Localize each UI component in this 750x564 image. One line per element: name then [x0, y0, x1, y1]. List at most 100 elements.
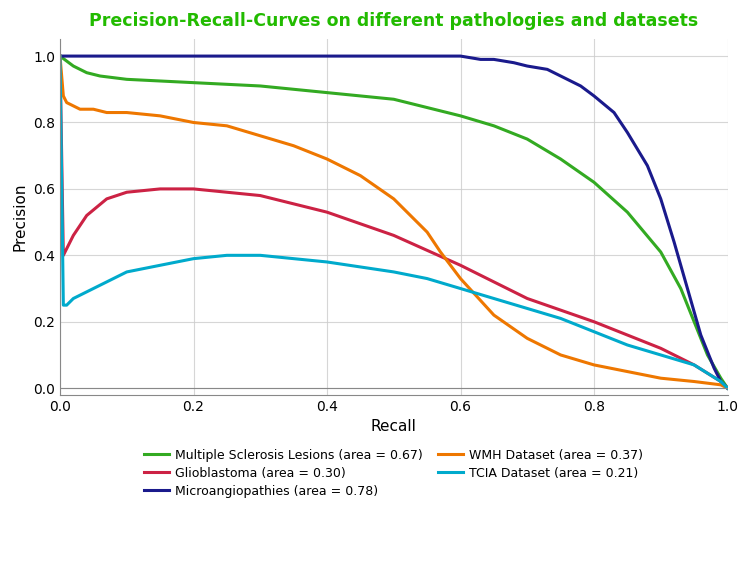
- WMH Dataset (area = 0.37): [523, 335, 532, 342]
- WMH Dataset (area = 0.37): [489, 312, 498, 319]
- TCIA Dataset (area = 0.21): [65, 298, 74, 305]
- Multiple Sclerosis Lesions (area = 0.67): [69, 63, 78, 69]
- WMH Dataset (area = 0.37): [69, 103, 78, 109]
- Glioblastoma (area = 0.30): [523, 295, 532, 302]
- Glioblastoma (area = 0.30): [716, 378, 725, 385]
- Glioblastoma (area = 0.30): [82, 212, 92, 219]
- Multiple Sclerosis Lesions (area = 0.67): [122, 76, 131, 83]
- TCIA Dataset (area = 0.21): [716, 378, 725, 385]
- Multiple Sclerosis Lesions (area = 0.67): [723, 385, 732, 391]
- Microangiopathies (area = 0.78): [543, 66, 552, 73]
- WMH Dataset (area = 0.37): [290, 142, 298, 149]
- Glioblastoma (area = 0.30): [62, 245, 71, 252]
- TCIA Dataset (area = 0.21): [723, 385, 732, 391]
- TCIA Dataset (area = 0.21): [690, 362, 699, 368]
- Y-axis label: Precision: Precision: [13, 183, 28, 252]
- WMH Dataset (area = 0.37): [222, 122, 231, 129]
- Glioblastoma (area = 0.30): [322, 209, 332, 215]
- WMH Dataset (area = 0.37): [622, 368, 632, 375]
- TCIA Dataset (area = 0.21): [590, 328, 598, 335]
- WMH Dataset (area = 0.37): [436, 249, 445, 255]
- Glioblastoma (area = 0.30): [456, 262, 465, 268]
- WMH Dataset (area = 0.37): [723, 385, 732, 391]
- WMH Dataset (area = 0.37): [716, 381, 725, 388]
- Glioblastoma (area = 0.30): [590, 318, 598, 325]
- TCIA Dataset (area = 0.21): [322, 258, 332, 265]
- TCIA Dataset (area = 0.21): [189, 255, 198, 262]
- WMH Dataset (area = 0.37): [58, 92, 68, 99]
- TCIA Dataset (area = 0.21): [456, 285, 465, 292]
- Glioblastoma (area = 0.30): [256, 192, 265, 199]
- WMH Dataset (area = 0.37): [656, 375, 665, 382]
- TCIA Dataset (area = 0.21): [489, 295, 498, 302]
- TCIA Dataset (area = 0.21): [656, 351, 665, 358]
- Glioblastoma (area = 0.30): [58, 252, 68, 259]
- Multiple Sclerosis Lesions (area = 0.67): [656, 249, 665, 255]
- TCIA Dataset (area = 0.21): [88, 285, 98, 292]
- Glioblastoma (area = 0.30): [102, 196, 111, 202]
- Multiple Sclerosis Lesions (area = 0.67): [676, 285, 686, 292]
- WMH Dataset (area = 0.37): [456, 275, 465, 282]
- Microangiopathies (area = 0.78): [710, 365, 718, 372]
- WMH Dataset (area = 0.37): [389, 196, 398, 202]
- TCIA Dataset (area = 0.21): [523, 305, 532, 312]
- WMH Dataset (area = 0.37): [356, 172, 364, 179]
- Line: Microangiopathies (area = 0.78): Microangiopathies (area = 0.78): [60, 56, 728, 388]
- Glioblastoma (area = 0.30): [56, 52, 64, 59]
- Microangiopathies (area = 0.78): [423, 52, 432, 59]
- Microangiopathies (area = 0.78): [509, 59, 518, 66]
- Microangiopathies (area = 0.78): [656, 196, 665, 202]
- Glioblastoma (area = 0.30): [489, 279, 498, 285]
- Multiple Sclerosis Lesions (area = 0.67): [189, 80, 198, 86]
- Multiple Sclerosis Lesions (area = 0.67): [56, 52, 64, 59]
- Line: Glioblastoma (area = 0.30): Glioblastoma (area = 0.30): [60, 56, 728, 388]
- TCIA Dataset (area = 0.21): [156, 262, 165, 268]
- TCIA Dataset (area = 0.21): [122, 268, 131, 275]
- Multiple Sclerosis Lesions (area = 0.67): [256, 82, 265, 89]
- Microangiopathies (area = 0.78): [56, 52, 64, 59]
- Multiple Sclerosis Lesions (area = 0.67): [389, 96, 398, 103]
- Microangiopathies (area = 0.78): [683, 285, 692, 292]
- WMH Dataset (area = 0.37): [56, 52, 64, 59]
- Microangiopathies (area = 0.78): [556, 73, 566, 80]
- TCIA Dataset (area = 0.21): [423, 275, 432, 282]
- Multiple Sclerosis Lesions (area = 0.67): [95, 73, 104, 80]
- Microangiopathies (area = 0.78): [696, 332, 705, 338]
- WMH Dataset (area = 0.37): [122, 109, 131, 116]
- WMH Dataset (area = 0.37): [76, 106, 85, 113]
- Multiple Sclerosis Lesions (area = 0.67): [622, 209, 632, 215]
- TCIA Dataset (area = 0.21): [62, 302, 71, 309]
- Microangiopathies (area = 0.78): [322, 52, 332, 59]
- Microangiopathies (area = 0.78): [256, 52, 265, 59]
- WMH Dataset (area = 0.37): [102, 109, 111, 116]
- Glioblastoma (area = 0.30): [189, 186, 198, 192]
- WMH Dataset (area = 0.37): [62, 99, 71, 106]
- TCIA Dataset (area = 0.21): [622, 342, 632, 349]
- Microangiopathies (area = 0.78): [523, 63, 532, 69]
- Glioblastoma (area = 0.30): [723, 385, 732, 391]
- Glioblastoma (area = 0.30): [690, 362, 699, 368]
- Line: Multiple Sclerosis Lesions (area = 0.67): Multiple Sclerosis Lesions (area = 0.67): [60, 56, 728, 388]
- Microangiopathies (area = 0.78): [670, 239, 679, 245]
- Microangiopathies (area = 0.78): [88, 52, 98, 59]
- WMH Dataset (area = 0.37): [88, 106, 98, 113]
- Microangiopathies (area = 0.78): [189, 52, 198, 59]
- Multiple Sclerosis Lesions (area = 0.67): [590, 179, 598, 186]
- WMH Dataset (area = 0.37): [590, 362, 598, 368]
- Microangiopathies (area = 0.78): [610, 109, 619, 116]
- Glioblastoma (area = 0.30): [656, 345, 665, 352]
- Glioblastoma (area = 0.30): [389, 232, 398, 239]
- Multiple Sclerosis Lesions (area = 0.67): [716, 375, 725, 382]
- TCIA Dataset (area = 0.21): [56, 52, 64, 59]
- TCIA Dataset (area = 0.21): [256, 252, 265, 259]
- Multiple Sclerosis Lesions (area = 0.67): [690, 318, 699, 325]
- Glioblastoma (area = 0.30): [156, 186, 165, 192]
- Microangiopathies (area = 0.78): [590, 92, 598, 99]
- Line: TCIA Dataset (area = 0.21): TCIA Dataset (area = 0.21): [60, 56, 728, 388]
- WMH Dataset (area = 0.37): [690, 378, 699, 385]
- TCIA Dataset (area = 0.21): [389, 268, 398, 275]
- TCIA Dataset (area = 0.21): [58, 302, 68, 309]
- Multiple Sclerosis Lesions (area = 0.67): [82, 69, 92, 76]
- WMH Dataset (area = 0.37): [256, 133, 265, 139]
- Glioblastoma (area = 0.30): [69, 232, 78, 239]
